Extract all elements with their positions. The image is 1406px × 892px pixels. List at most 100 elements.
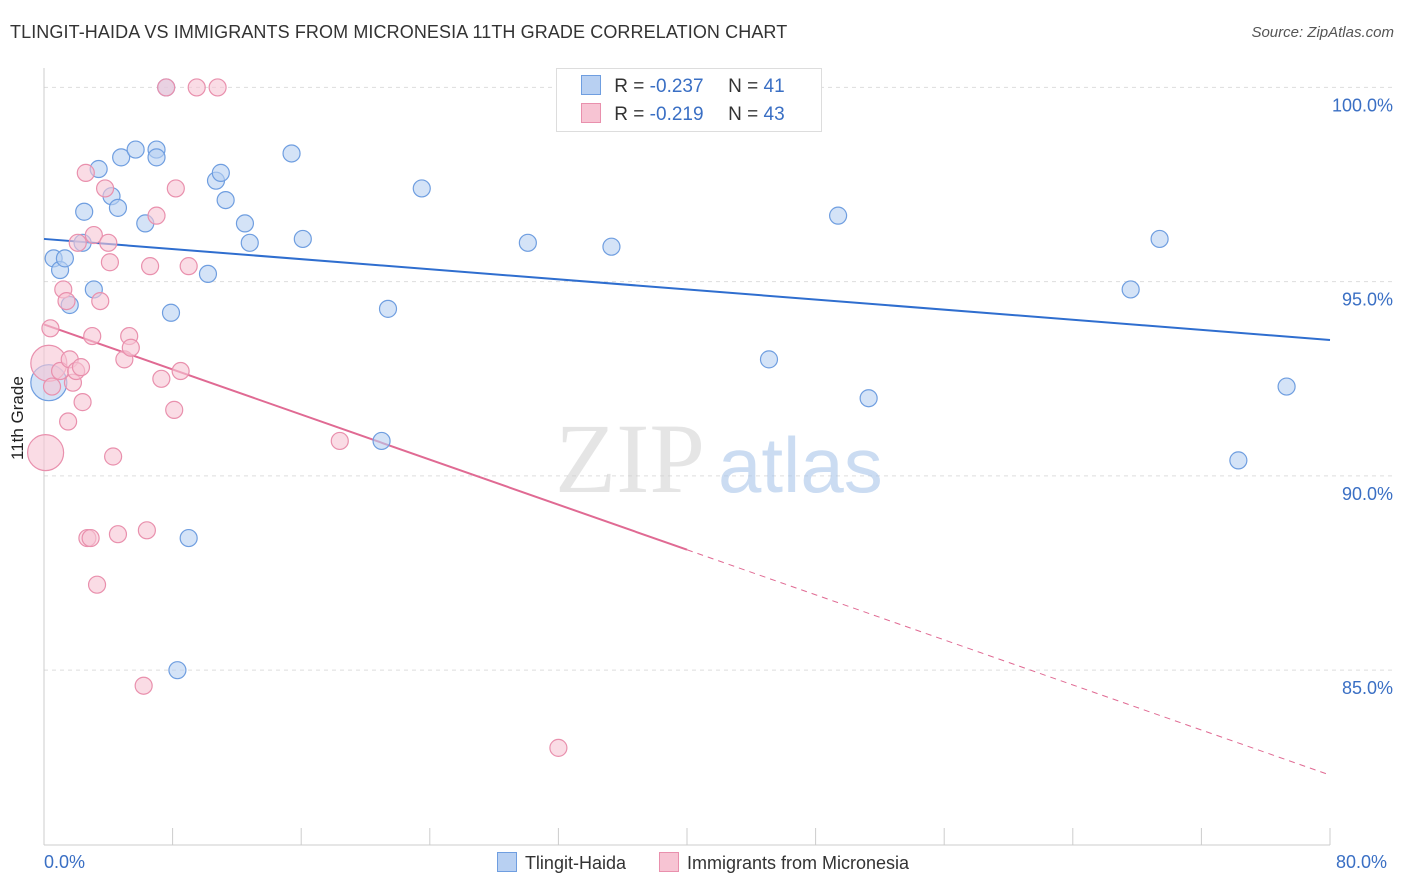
data-point-tlingit	[108, 198, 128, 217]
data-point-tlingit	[282, 144, 301, 163]
gridlines	[44, 86, 1395, 671]
legend-label-tlingit: Tlingit-Haida	[524, 853, 626, 873]
data-point-tlingit	[198, 264, 218, 284]
data-point-micronesia	[83, 326, 102, 346]
legend-r-label-2: R =	[614, 104, 645, 125]
data-point-micronesia	[549, 738, 568, 757]
data-point-tlingit	[126, 140, 145, 159]
data-point-tlingit	[372, 431, 391, 451]
y-tick-label: 85.0%	[1342, 678, 1393, 698]
data-point-micronesia	[84, 225, 103, 245]
chart-title: TLINGIT-HAIDA VS IMMIGRANTS FROM MICRONE…	[10, 22, 788, 42]
data-point-tlingit	[518, 233, 537, 252]
data-point-micronesia	[152, 369, 171, 388]
stats-legend: R = -0.237 N = 41 R = -0.219 N = 43	[556, 68, 822, 132]
y-tick-label: 90.0%	[1342, 484, 1393, 504]
data-point-micronesia	[330, 431, 349, 451]
data-point-tlingit	[293, 229, 312, 249]
data-point-micronesia	[187, 78, 206, 97]
data-point-micronesia	[171, 361, 190, 381]
legend-n-label-2: N =	[728, 104, 759, 125]
trend-line-1	[43, 323, 688, 551]
data-point-micronesia	[134, 676, 153, 695]
data-point-micronesia	[59, 412, 78, 431]
data-point-tlingit	[412, 179, 431, 198]
data-point-micronesia	[165, 400, 184, 419]
data-point-tlingit	[147, 148, 166, 167]
data-point-micronesia	[166, 179, 185, 198]
legend-row-micronesia: R = -0.219 N = 43	[581, 103, 785, 126]
data-point-tlingit	[1229, 451, 1248, 470]
data-point-micronesia	[108, 525, 128, 544]
data-point-tlingit	[179, 528, 198, 548]
data-point-micronesia	[41, 319, 60, 338]
data-point-tlingit	[161, 303, 181, 322]
legend-item-tlingit: Tlingit-Haida	[496, 852, 626, 874]
series-legend: Tlingit-Haida Immigrants from Micronesia	[0, 852, 1406, 874]
legend-r-value-1: -0.237	[649, 76, 704, 97]
data-point-tlingit	[55, 249, 74, 268]
trend-line-dashed-1	[686, 549, 1331, 776]
data-point-micronesia	[147, 206, 166, 225]
data-point-tlingit	[112, 148, 131, 167]
data-point-micronesia	[140, 257, 160, 276]
legend-r-label-1: R =	[614, 76, 645, 97]
y-axis-title: 11th Grade	[8, 376, 27, 460]
legend-row-tlingit: R = -0.237 N = 41	[581, 75, 785, 98]
data-point-micronesia	[179, 257, 198, 276]
data-point-micronesia	[208, 78, 227, 97]
legend-swatch-pink	[581, 103, 601, 123]
data-point-tlingit	[829, 206, 848, 225]
legend-swatch-blue-bottom	[496, 852, 517, 872]
legend-swatch-pink-bottom	[659, 852, 679, 872]
legend-swatch-blue	[581, 75, 601, 95]
legend-label-micronesia: Immigrants from Micronesia	[687, 853, 910, 873]
data-point-micronesia	[91, 292, 110, 311]
data-point-tlingit	[759, 350, 779, 369]
data-point-micronesia	[121, 338, 140, 357]
data-point-micronesia	[137, 521, 156, 540]
data-point-tlingit	[211, 163, 230, 182]
data-point-micronesia	[99, 233, 118, 252]
data-point-micronesia	[71, 358, 91, 377]
data-point-tlingit	[216, 190, 235, 210]
watermark-zip: ZIP	[555, 403, 705, 514]
data-point-tlingit	[75, 202, 94, 221]
data-point-tlingit	[378, 299, 398, 318]
y-tick-label: 100.0%	[1332, 95, 1393, 115]
data-point-tlingit	[602, 237, 621, 256]
data-point-tlingit	[859, 389, 878, 408]
y-tick-label: 95.0%	[1342, 290, 1393, 310]
data-point-micronesia	[68, 233, 87, 252]
data-point-tlingit	[1121, 280, 1140, 299]
legend-item-micronesia: Immigrants from Micronesia	[659, 852, 909, 874]
data-point-micronesia	[42, 377, 62, 396]
data-point-micronesia	[157, 78, 176, 97]
data-point-micronesia	[104, 447, 123, 466]
watermark: ZIP atlas	[555, 403, 883, 514]
data-point-micronesia	[73, 393, 92, 412]
trend-line-0	[43, 237, 1331, 341]
data-point-micronesia	[87, 575, 107, 594]
data-point-tlingit	[1277, 377, 1296, 396]
x-tick-label-min: 0.0%	[44, 852, 86, 872]
legend-n-value-1: 41	[763, 76, 785, 97]
data-point-tlingit	[1150, 229, 1169, 249]
x-tick-label-max: 80.0%	[1336, 852, 1388, 872]
watermark-atlas: atlas	[718, 421, 883, 509]
data-point-micronesia	[57, 292, 76, 311]
data-points	[27, 78, 1296, 757]
data-point-tlingit	[235, 214, 255, 233]
y-tick-labels: 85.0% 90.0% 95.0% 100.0%	[1332, 95, 1393, 698]
legend-n-value-2: 43	[763, 104, 785, 125]
data-point-micronesia	[100, 253, 120, 272]
data-point-micronesia	[95, 179, 115, 198]
trend-lines	[43, 237, 1331, 776]
data-point-micronesia	[76, 163, 95, 182]
data-point-micronesia	[27, 434, 65, 472]
legend-n-label-1: N =	[728, 76, 759, 97]
data-point-tlingit	[240, 233, 259, 252]
legend-r-value-2: -0.219	[649, 104, 704, 125]
data-point-micronesia	[81, 528, 100, 548]
